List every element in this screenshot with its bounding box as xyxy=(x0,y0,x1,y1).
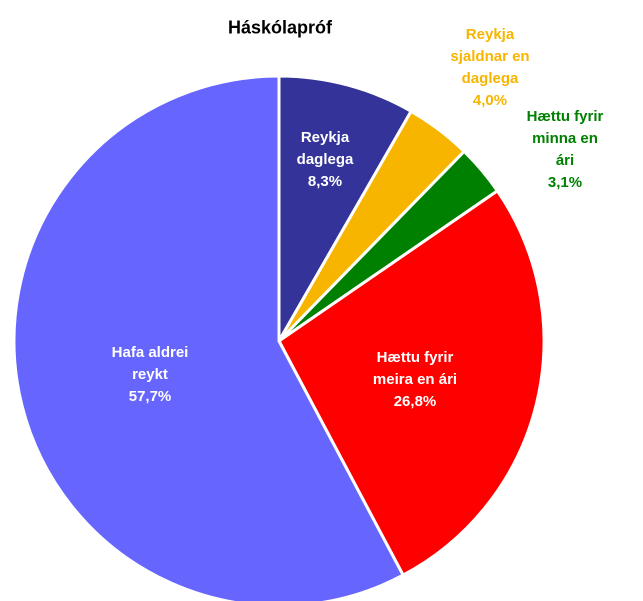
chart-title: Háskólapróf xyxy=(227,17,333,38)
pie-slice xyxy=(277,188,546,578)
category-label: Hafa aldrei reykt xyxy=(111,344,189,383)
slice-label: Hættu fyrir minna en ári 3,1% xyxy=(526,106,604,194)
value-label: 8,3% xyxy=(307,173,343,190)
category-label: Reykja sjaldnar en daglega xyxy=(450,26,530,87)
slice-label: Hafa aldrei reykt 57,7% xyxy=(112,342,189,408)
pie-slice xyxy=(277,74,414,347)
category-label: Hættu fyrir meira en ári xyxy=(372,349,458,388)
category-label: Reykja daglega xyxy=(296,129,354,168)
slice-label: Reykja sjaldnar en daglega 4,0% xyxy=(450,24,529,112)
slice-label: Hættu fyrir meira en ári 26,8% xyxy=(373,347,457,413)
pie-slice xyxy=(12,74,406,601)
category-label: Hættu fyrir minna en ári xyxy=(526,108,604,169)
value-label: 26,8% xyxy=(393,393,437,410)
value-label: 57,7% xyxy=(128,388,172,405)
slice-label: Reykja daglega 8,3% xyxy=(297,127,354,193)
value-label: 3,1% xyxy=(547,174,583,191)
value-label: 4,0% xyxy=(472,92,508,109)
